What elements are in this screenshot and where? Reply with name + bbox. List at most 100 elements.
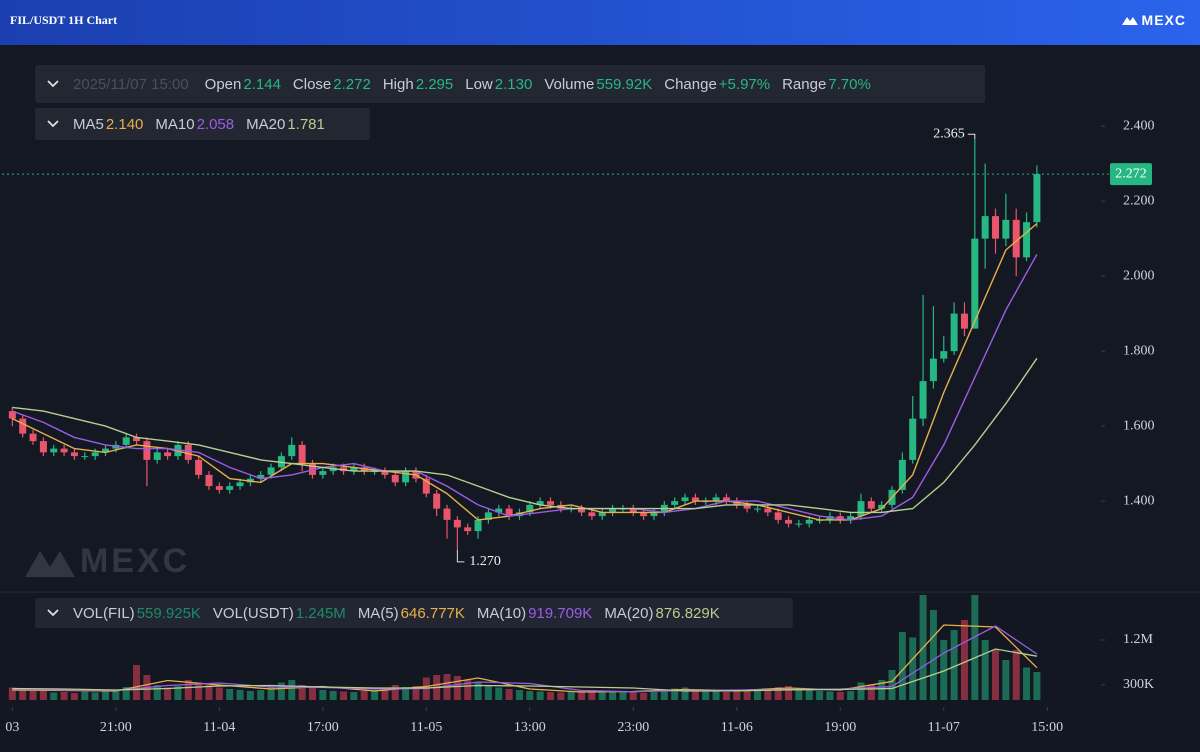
candle-body <box>215 486 223 490</box>
candle-body <box>474 519 482 532</box>
candle-body <box>319 471 327 475</box>
volume-bar <box>277 682 285 700</box>
candle-body <box>70 452 78 457</box>
legend-value: 919.709K <box>528 604 593 622</box>
candle-body <box>443 508 451 520</box>
volume-bar <box>215 687 223 700</box>
volume-legend: VOL(FIL) 559.925K VOL(USDT) 1.245M MA(5) 646.… <box>35 598 793 628</box>
x-tick-label: 21:00 <box>100 720 132 735</box>
ma-line <box>12 648 1038 692</box>
candle-body <box>898 459 906 490</box>
info-value: 559.92K <box>596 75 653 93</box>
brand: MEXC <box>1121 12 1186 28</box>
candle-body <box>743 504 751 509</box>
volume-bar <box>484 685 492 700</box>
volume-bar <box>526 691 534 700</box>
collapse-icon[interactable] <box>47 80 59 88</box>
collapse-icon[interactable] <box>47 120 59 128</box>
candle-body <box>402 471 410 483</box>
volume-bar <box>629 692 637 700</box>
volume-bar <box>557 692 565 700</box>
volume-bar <box>660 690 668 700</box>
volume-bar <box>1012 650 1020 700</box>
legend-item: VOL(FIL) 559.925K <box>73 605 201 622</box>
volume-bar <box>122 687 130 700</box>
annotation: 1.270 <box>469 554 501 569</box>
watermark: MEXC <box>25 542 190 580</box>
legend-item: VOL(USDT) 1.245M <box>213 605 346 622</box>
volume-bar <box>640 693 648 700</box>
x-tick-label: 11-04 <box>203 720 235 735</box>
info-value: +5.97% <box>718 75 771 93</box>
collapse-icon[interactable] <box>47 609 59 617</box>
candle-body <box>1012 219 1020 258</box>
info-label: Open <box>204 75 242 93</box>
volume-bar <box>847 691 855 700</box>
x-tick-label: 23:00 <box>617 720 649 735</box>
volume-bar <box>743 691 751 700</box>
volume-bar <box>785 686 793 700</box>
volume-bar <box>205 685 213 700</box>
volume-bar <box>981 640 989 700</box>
volume-bar <box>960 620 968 700</box>
volume-bar <box>805 690 813 700</box>
candle-body <box>236 482 244 487</box>
candle-body <box>19 418 27 434</box>
candle-body <box>1002 219 1010 239</box>
volume-bar <box>184 680 192 700</box>
annotation: 2.365 <box>933 126 965 141</box>
volume-bar <box>505 689 513 700</box>
x-tick-label: 11-06 <box>721 720 753 735</box>
watermark-text: MEXC <box>80 542 190 580</box>
info-item: Low 2.130 <box>465 76 532 93</box>
y-tick-label: 1.600 <box>1123 418 1155 433</box>
candle-body <box>267 467 275 475</box>
candle-body <box>992 216 1000 239</box>
candle-body <box>433 493 441 509</box>
candle-body <box>578 508 586 513</box>
volume-bar <box>578 691 586 700</box>
candle-body <box>929 358 937 382</box>
volume-bar <box>112 690 120 700</box>
candle-body <box>950 313 958 352</box>
legend-value: 1.781 <box>287 115 325 133</box>
volume-bar <box>81 691 89 700</box>
volume-bar <box>733 691 741 700</box>
y-tick-label: 2.000 <box>1123 268 1155 283</box>
legend-item: MA(5) 646.777K <box>358 605 465 622</box>
candle-body <box>143 441 151 460</box>
candle-body <box>867 501 875 509</box>
info-label: Range <box>782 75 827 93</box>
volume-bar <box>898 632 906 700</box>
volume-bar <box>19 690 27 700</box>
info-value: 2.130 <box>494 75 533 93</box>
y-tick-label: 2.400 <box>1123 118 1155 133</box>
candle-body <box>753 508 761 510</box>
candle-body <box>50 448 58 453</box>
volume-bar <box>950 630 958 700</box>
x-tick-label: 17:00 <box>307 720 339 735</box>
info-label: High <box>382 75 414 93</box>
legend-name: MA(10) <box>476 604 527 622</box>
volume-bar <box>971 595 979 700</box>
candle-body <box>712 497 720 502</box>
info-label: Close <box>292 75 332 93</box>
brand-name: MEXC <box>1141 12 1186 28</box>
volume-bar <box>236 690 244 700</box>
y-tick-label: 1.800 <box>1123 343 1155 358</box>
volume-bar <box>836 692 844 700</box>
x-tick-label: 11-05 <box>410 720 442 735</box>
legend-name: VOL(FIL) <box>73 604 135 622</box>
candle-body <box>257 474 265 479</box>
volume-bar <box>1033 672 1041 700</box>
volume-bar <box>174 686 182 700</box>
legend-item: MA10 2.058 <box>155 116 234 133</box>
candle-body <box>298 444 306 464</box>
volume-bar <box>722 692 730 700</box>
volume-bar <box>909 637 917 700</box>
volume-bar <box>153 685 161 700</box>
volume-bar <box>329 691 337 700</box>
volume-bar <box>888 670 896 700</box>
volume-bar <box>588 690 596 700</box>
candle-body <box>288 444 296 457</box>
